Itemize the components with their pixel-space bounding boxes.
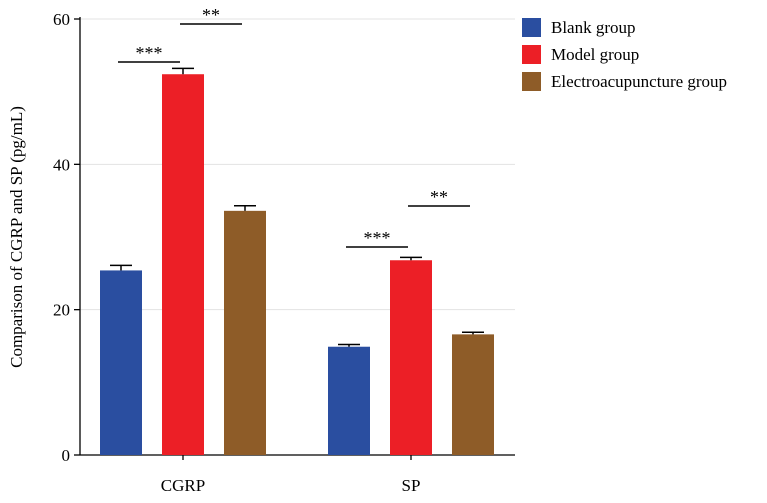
bar: [452, 334, 494, 455]
x-tick-label: SP: [402, 476, 421, 495]
y-tick-label: 20: [53, 301, 70, 320]
legend-swatch: [522, 18, 541, 37]
legend-swatch: [522, 45, 541, 64]
y-tick-label: 40: [53, 155, 70, 174]
significance-label: ***: [136, 43, 163, 63]
bar: [162, 74, 204, 455]
legend-label: Model group: [551, 45, 639, 64]
significance-label: **: [202, 5, 220, 25]
legend-label: Blank group: [551, 18, 636, 37]
y-tick-label: 60: [53, 10, 70, 29]
y-tick-label: 0: [62, 446, 71, 465]
bar: [328, 346, 370, 455]
bar: [224, 210, 266, 455]
x-tick-label: CGRP: [161, 476, 205, 495]
legend-label: Electroacupuncture group: [551, 72, 727, 91]
significance-label: **: [430, 187, 448, 207]
bar: [100, 270, 142, 455]
legend-swatch: [522, 72, 541, 91]
y-axis-label: Comparison of CGRP and SP (pg/mL): [7, 106, 26, 368]
significance-label: ***: [364, 228, 391, 248]
bar: [390, 260, 432, 455]
